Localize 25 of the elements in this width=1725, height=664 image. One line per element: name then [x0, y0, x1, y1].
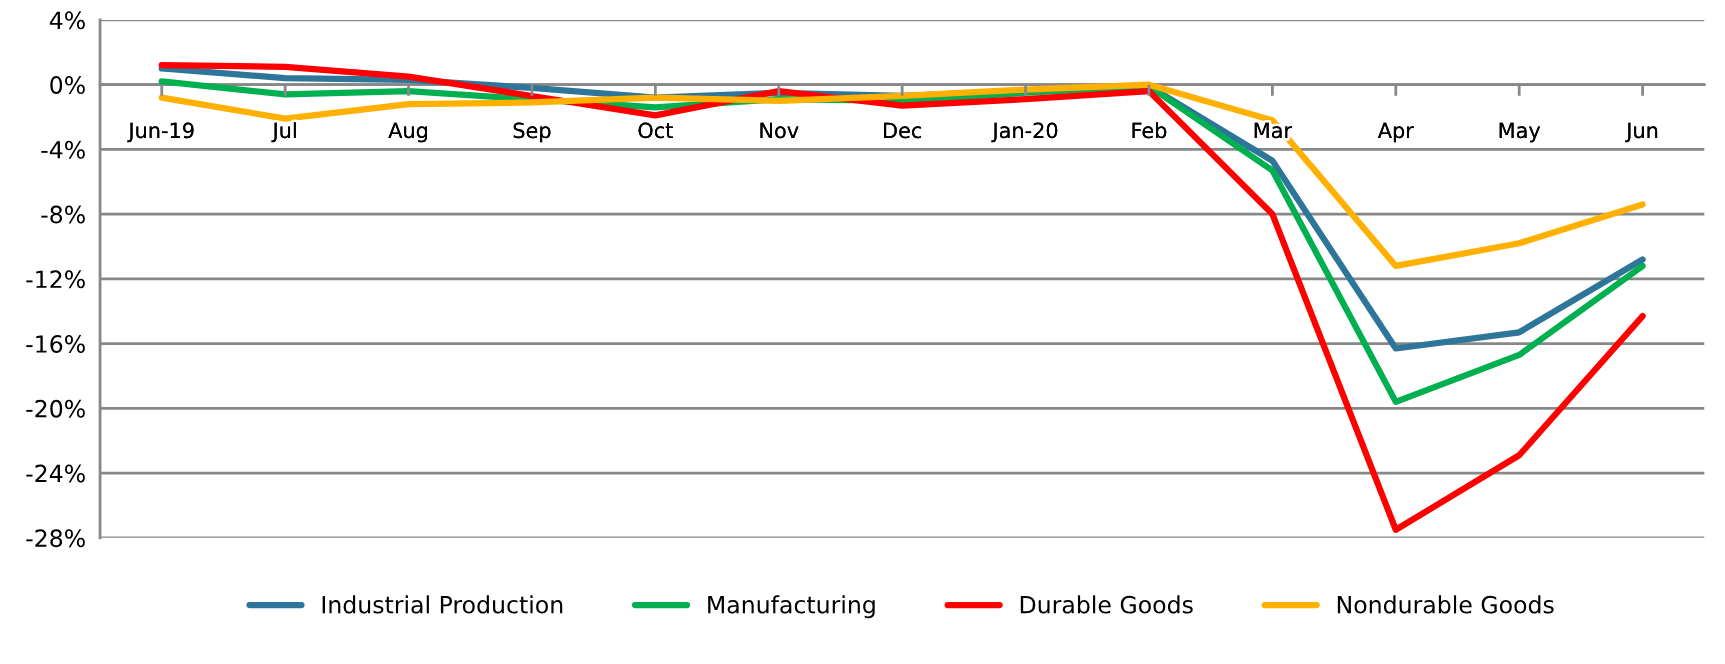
x-tick-label: Feb	[1132, 122, 1167, 139]
x-tick-label: Jun	[1625, 122, 1658, 143]
x-tick-label: Oct	[638, 122, 673, 139]
y-tick-label: -28%	[26, 529, 85, 548]
x-tick-label: Jul	[271, 122, 296, 143]
x-tick-label: Dec	[884, 122, 922, 139]
y-tick-label: 4%	[49, 11, 85, 30]
y-tick-label: -16%	[26, 335, 85, 353]
legend-label: Durable Goods	[1020, 595, 1193, 614]
y-tick-label: -12%	[26, 270, 85, 289]
legend-label: Nondurable Goods	[1337, 595, 1554, 614]
x-tick-label: Jan-20	[991, 122, 1058, 143]
x-tick-label: Aug	[388, 122, 428, 143]
legend-label: Manufacturing	[708, 595, 875, 619]
y-tick-label: -8%	[41, 205, 85, 224]
x-tick-label: Jun-19	[127, 122, 194, 143]
x-tick-label: Apr	[1377, 122, 1414, 143]
y-tick-label: 0%	[50, 76, 85, 94]
legend-label: Industrial Production	[322, 595, 563, 614]
y-tick-label: -24%	[26, 464, 85, 483]
x-tick-label: Nov	[760, 122, 799, 139]
y-tick-label: -20%	[26, 399, 85, 418]
x-tick-label: May	[1499, 122, 1541, 143]
x-tick-label: Sep	[513, 122, 551, 143]
y-tick-label: -4%	[41, 140, 85, 159]
